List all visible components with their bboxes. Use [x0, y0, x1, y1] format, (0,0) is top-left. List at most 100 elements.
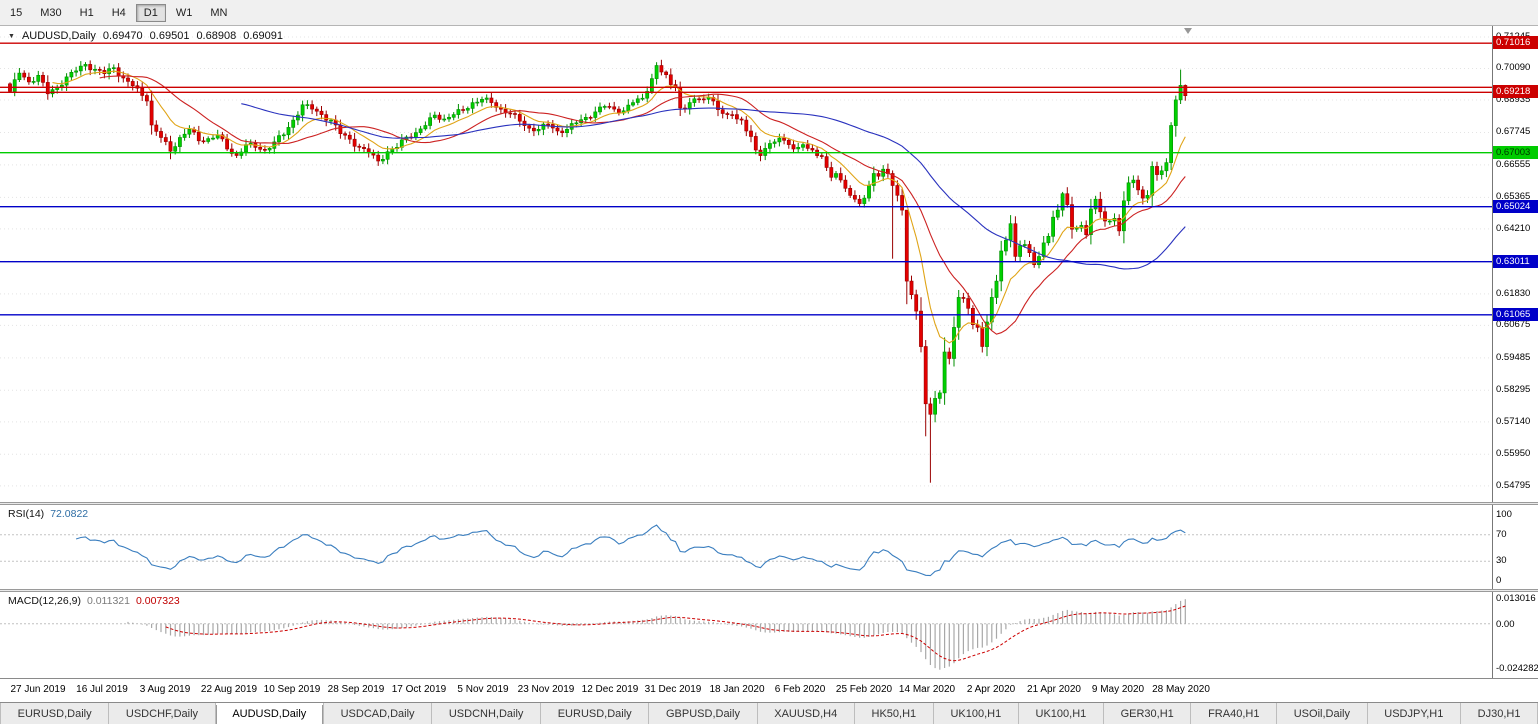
- timeframe-button-H4[interactable]: H4: [111, 6, 126, 19]
- ohlc-close: 0.69091: [243, 30, 283, 42]
- panel-splitter[interactable]: [0, 589, 1538, 592]
- macd-name: MACD(12,26,9): [8, 595, 81, 607]
- date-label: 2 Apr 2020: [966, 684, 1016, 695]
- date-label: 28 Sep 2019: [327, 684, 385, 695]
- date-label: 9 May 2020: [1091, 684, 1145, 695]
- rsi-label: RSI(14) 72.0822: [8, 508, 88, 520]
- date-label: 23 Nov 2019: [517, 684, 575, 695]
- ohlc-open: 0.69470: [102, 30, 143, 42]
- macd-scale-label: 0.013016: [1496, 593, 1536, 604]
- price-scale-label: 0.54795: [1496, 480, 1531, 491]
- date-label: 27 Jun 2019: [10, 684, 66, 695]
- macd-signal-value: 0.007323: [135, 595, 180, 607]
- price-scale-label: 0.65365: [1496, 191, 1531, 202]
- macd-canvas[interactable]: [0, 592, 1492, 678]
- chart-tab-12-FRA40H1[interactable]: FRA40,H1: [1191, 703, 1278, 724]
- price-scale-label: 0.57140: [1496, 416, 1531, 427]
- level-badge-0.65024: 0.65024: [1493, 200, 1538, 213]
- timeframe-button-M30[interactable]: M30: [40, 6, 62, 19]
- date-label: 21 Apr 2020: [1027, 684, 1081, 695]
- chart-tab-13-USOilDaily[interactable]: USOil,Daily: [1277, 703, 1368, 724]
- macd-scale-label: 0.00: [1496, 619, 1515, 630]
- chart-tab-15-DJ30H1[interactable]: DJ30,H1: [1461, 703, 1538, 724]
- date-label: 31 Dec 2019: [644, 684, 702, 695]
- date-label: 3 Aug 2019: [139, 684, 191, 695]
- price-scale-label: 0.61830: [1496, 288, 1531, 299]
- level-badge-0.71016: 0.71016: [1493, 36, 1538, 49]
- macd-panel[interactable]: MACD(12,26,9) 0.011321 0.007323: [0, 592, 1492, 678]
- rsi-value: 72.0822: [50, 508, 89, 520]
- chart-tab-3-USDCADDaily[interactable]: USDCAD,Daily: [324, 703, 433, 724]
- rsi-panel[interactable]: RSI(14) 72.0822: [0, 505, 1492, 589]
- timeframe-button-H1[interactable]: H1: [79, 6, 94, 19]
- chart-symbol-label: AUDUSD,Daily: [21, 30, 96, 42]
- price-scale-label: 0.64210: [1496, 223, 1531, 234]
- rsi-canvas[interactable]: [0, 505, 1492, 589]
- date-label: 10 Sep 2019: [263, 684, 321, 695]
- date-label: 16 Jul 2019: [76, 684, 128, 695]
- timeframe-button-15[interactable]: 15: [10, 6, 23, 19]
- macd-label: MACD(12,26,9) 0.011321 0.007323: [8, 595, 180, 607]
- macd-scale-label: -0.024282: [1496, 663, 1538, 674]
- date-axis[interactable]: 27 Jun 2019 16 Jul 2019 3 Aug 2019 22 Aug 2…: [0, 678, 1538, 702]
- ma-mid-line: [99, 75, 1186, 335]
- level-badge-0.69218: 0.69218: [1493, 85, 1538, 98]
- price-chart-panel[interactable]: ▼ AUDUSD,Daily 0.69470 0.69501 0.68908 0…: [0, 26, 1492, 502]
- rsi-scale-label: 0: [1496, 575, 1502, 586]
- chart-header: ▼ AUDUSD,Daily 0.69470 0.69501 0.68908 0…: [8, 30, 283, 42]
- date-label: 14 Mar 2020: [898, 684, 956, 695]
- date-label: 6 Feb 2020: [774, 684, 826, 695]
- ohlc-high: 0.69501: [149, 30, 190, 42]
- chart-tab-0-EURUSDDaily[interactable]: EURUSD,Daily: [0, 703, 110, 724]
- chart-tab-5-EURUSDDaily[interactable]: EURUSD,Daily: [541, 703, 650, 724]
- chart-tabs-bar: EURUSD,Daily USDCHF,Daily AUDUSD,Daily USDC…: [0, 702, 1538, 724]
- chart-tab-6-GBPUSDDaily[interactable]: GBPUSD,Daily: [649, 703, 758, 724]
- chart-tab-4-USDCNHDaily[interactable]: USDCNH,Daily: [432, 703, 542, 724]
- level-badge-0.67003: 0.67003: [1493, 146, 1538, 159]
- macd-main-value: 0.011321: [86, 595, 130, 607]
- macd-signal-line: [165, 605, 1186, 662]
- price-scale-label: 0.55950: [1496, 448, 1531, 459]
- chart-tab-10-UK100H1[interactable]: UK100,H1: [1019, 703, 1104, 724]
- rsi-scale-label: 70: [1496, 529, 1507, 540]
- panel-splitter[interactable]: [0, 502, 1538, 505]
- price-scale[interactable]: 0.712450.700900.689350.677450.665550.653…: [1492, 26, 1538, 702]
- price-scale-label: 0.58295: [1496, 384, 1531, 395]
- level-badge-0.63011: 0.63011: [1493, 255, 1538, 268]
- date-label: 12 Dec 2019: [581, 684, 639, 695]
- chart-tab-11-GER30H1[interactable]: GER30,H1: [1104, 703, 1192, 724]
- chart-tab-7-XAUUSDH4[interactable]: XAUUSD,H4: [758, 703, 855, 724]
- timeframe-button-MN[interactable]: MN: [210, 6, 228, 19]
- price-scale-label: 0.59485: [1496, 352, 1531, 363]
- collapse-triangle-icon[interactable]: ▼: [8, 32, 15, 40]
- chart-tab-9-UK100H1[interactable]: UK100,H1: [934, 703, 1019, 724]
- chart-tab-14-USDJPYH1[interactable]: USDJPY,H1: [1368, 703, 1462, 724]
- price-scale-label: 0.67745: [1496, 126, 1531, 137]
- chart-tab-8-HK50H1[interactable]: HK50,H1: [855, 703, 934, 724]
- date-label: 25 Feb 2020: [835, 684, 893, 695]
- price-scale-label: 0.68935: [1496, 94, 1531, 105]
- timeframe-toolbar: 15 M30 H1 H4 D1 W1 MN: [0, 0, 1538, 26]
- timeframe-button-W1[interactable]: W1: [175, 6, 193, 19]
- chart-workspace: ▼ AUDUSD,Daily 0.69470 0.69501 0.68908 0…: [0, 26, 1538, 702]
- price-scale-label: 0.70090: [1496, 62, 1531, 73]
- chart-shift-marker-icon: [1184, 28, 1192, 34]
- date-label: 28 May 2020: [1152, 684, 1210, 695]
- chart-tab-2-AUDUSDDaily[interactable]: AUDUSD,Daily: [215, 703, 324, 724]
- date-label: 5 Nov 2019: [457, 684, 509, 695]
- ma-slow-line: [241, 103, 1186, 270]
- price-scale-label: 0.66555: [1496, 159, 1531, 170]
- rsi-scale-label: 100: [1496, 509, 1512, 520]
- timeframe-button-D1[interactable]: D1: [135, 3, 166, 22]
- chart-tab-1-USDCHFDaily[interactable]: USDCHF,Daily: [109, 703, 216, 724]
- date-label: 18 Jan 2020: [709, 684, 765, 695]
- rsi-name: RSI(14): [8, 508, 45, 520]
- rsi-line: [75, 524, 1186, 577]
- date-label: 17 Oct 2019: [391, 684, 447, 695]
- rsi-scale-label: 30: [1496, 555, 1507, 566]
- date-label: 22 Aug 2019: [200, 684, 258, 695]
- level-badge-0.61065: 0.61065: [1493, 308, 1538, 321]
- price-chart-canvas[interactable]: [0, 26, 1492, 502]
- price-scale-label: 0.60675: [1496, 319, 1531, 330]
